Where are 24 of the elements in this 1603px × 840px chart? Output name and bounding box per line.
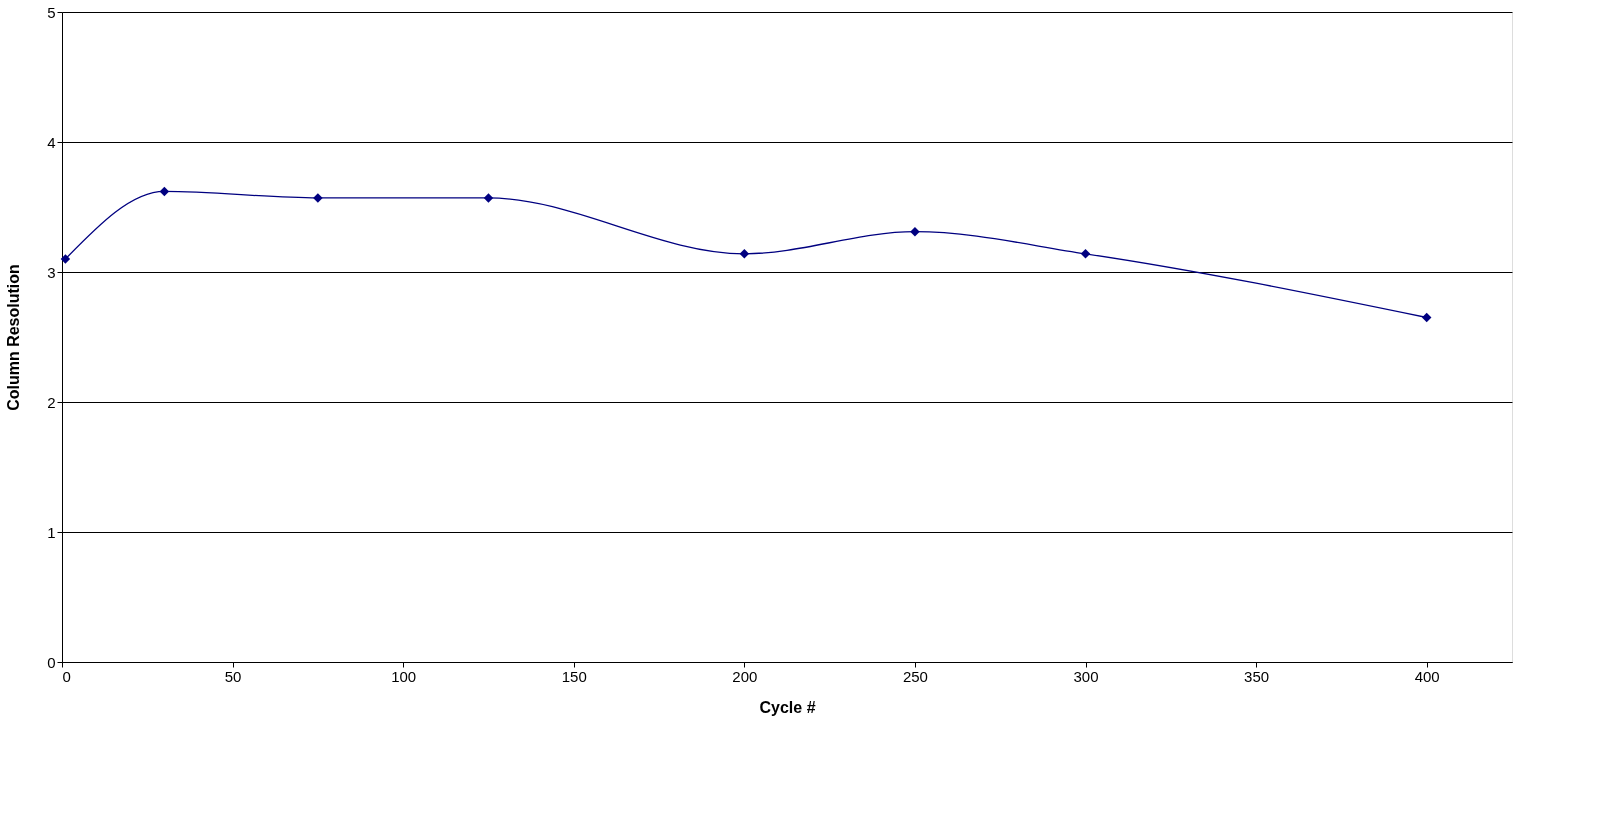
point (60, 254, 71, 264)
y-tick-label: 2 (47, 393, 56, 411)
y-tick-label: 1 (47, 523, 56, 541)
x-tick-label: 150 (561, 667, 587, 685)
x-tick-label: 0 (62, 667, 71, 685)
x-tick-label: 400 (1414, 667, 1440, 685)
x-tick-label: 250 (902, 667, 928, 685)
x-tick-label: 350 (1244, 667, 1270, 685)
x-tick-label: 200 (732, 667, 758, 685)
x-tick-label: 300 (1073, 667, 1099, 685)
y-axis-title: Column Resolution (5, 264, 23, 411)
point (1080, 249, 1091, 259)
x-tick-label: 50 (224, 667, 242, 685)
point (910, 226, 920, 237)
x-axis-title: Cycle # (759, 698, 816, 716)
x-tick-label: 100 (391, 667, 417, 685)
point (739, 249, 750, 259)
y-tick-label: 4 (47, 133, 56, 151)
point (1421, 312, 1432, 323)
point (159, 186, 170, 197)
y-tick-label: 5 (47, 3, 56, 21)
y-tick-label: 0 (47, 653, 56, 671)
point (483, 193, 494, 203)
y-tick-label: 3 (47, 263, 56, 281)
